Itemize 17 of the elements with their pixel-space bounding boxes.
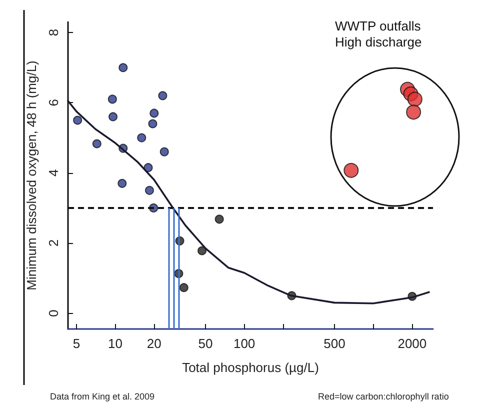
x-tick-label: 500 (324, 336, 346, 351)
x-tick-label: 5 (72, 336, 80, 351)
y-axis-title: Minimum dissolved oxygen, 48 h (mg/L) (24, 60, 39, 290)
y-tick-label: 2 (46, 239, 61, 247)
x-tick-label: 100 (233, 336, 256, 351)
text: Red=low carbon:chlorophyll ratio (318, 392, 449, 402)
y-tick-label: 4 (46, 169, 61, 176)
annotation: WWTP outfalls High discharge (335, 18, 422, 50)
y-tick-label: 0 (46, 310, 61, 317)
y-tick-label: 8 (46, 28, 61, 36)
x-tick-label: 20 (146, 336, 162, 351)
x-axis-title: Total phosphorus (µg/L) (182, 360, 319, 375)
x-tick-label: 10 (108, 336, 123, 351)
y-tick-label: 6 (46, 99, 61, 106)
x-tick-label: 2000 (398, 336, 427, 351)
x-tick-label: 50 (198, 336, 213, 351)
text: Data from King et al. 2009 (50, 392, 155, 402)
